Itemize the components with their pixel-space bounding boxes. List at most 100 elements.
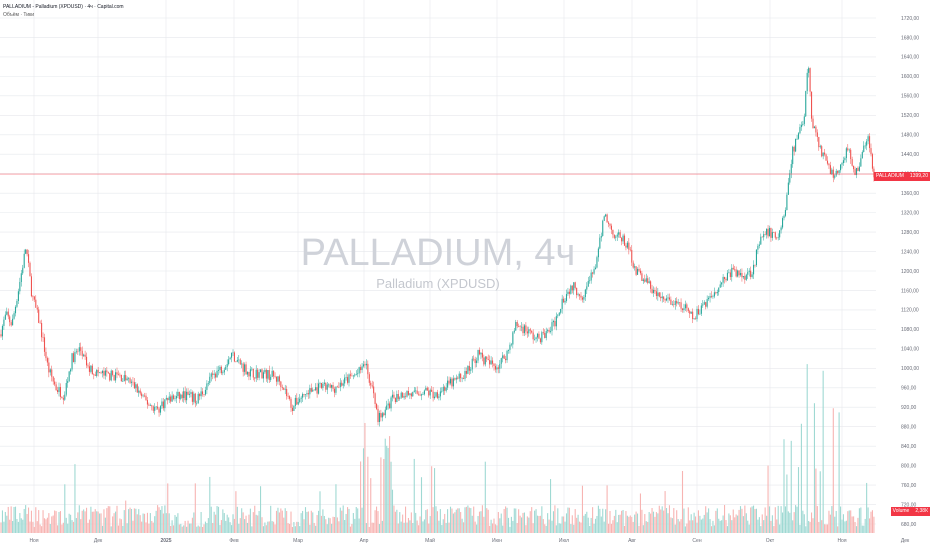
candle-body	[555, 316, 557, 327]
volume-bar	[729, 515, 731, 533]
candle-body	[655, 291, 657, 296]
candle-body	[413, 390, 415, 392]
volume-bar	[465, 506, 467, 533]
volume-bar	[584, 513, 586, 533]
volume-bar	[190, 523, 192, 533]
candle-body	[828, 163, 830, 166]
volume-bar	[275, 510, 278, 533]
volume-bar	[609, 510, 611, 533]
volume-bar	[435, 506, 437, 533]
volume-bar	[721, 520, 723, 533]
volume-bar	[368, 526, 370, 533]
candle-body	[226, 364, 228, 367]
candle-body	[275, 376, 278, 382]
candle-body	[426, 387, 428, 391]
volume-bar	[570, 524, 572, 533]
volume-bar	[661, 506, 663, 533]
volume-bar	[203, 524, 205, 533]
candle-body	[867, 136, 869, 142]
volume-bar	[291, 526, 293, 533]
candle-body	[648, 281, 650, 283]
candle-body	[88, 366, 90, 372]
candle-body	[661, 296, 663, 299]
volume-bar	[409, 520, 411, 533]
candle-body	[265, 369, 267, 379]
candle-body	[135, 384, 137, 389]
candle-body	[690, 311, 692, 314]
candle-body	[320, 382, 322, 388]
y-axis-panel[interactable]	[876, 0, 932, 550]
candle-body	[496, 367, 498, 370]
volume-bar	[0, 522, 2, 533]
candle-body	[258, 372, 260, 378]
candle-body	[764, 234, 766, 235]
candle-body	[871, 154, 873, 169]
volume-bar	[681, 470, 684, 533]
volume-bar	[613, 515, 615, 533]
candle-body	[170, 396, 172, 402]
candle-body	[494, 365, 496, 370]
candle-body	[52, 376, 54, 382]
x-tick-label: Ноя	[29, 538, 38, 544]
candle-body	[581, 297, 583, 300]
volume-bar	[757, 519, 759, 533]
candle-body	[148, 404, 150, 406]
volume-bar	[59, 511, 61, 533]
volume-bar	[710, 526, 713, 533]
candle-body	[528, 329, 530, 334]
volume-bar	[399, 512, 401, 533]
volume-bar	[397, 523, 399, 533]
volume-bar	[564, 521, 566, 533]
candle-body	[103, 370, 105, 376]
candle-body	[403, 396, 405, 398]
candle-body	[64, 394, 66, 400]
candle-body	[287, 396, 289, 397]
candle-body	[539, 338, 541, 343]
volume-bar	[180, 523, 182, 533]
candle-body	[451, 378, 453, 387]
volume-bar	[242, 512, 244, 533]
volume-bar	[487, 509, 489, 533]
candle-body	[565, 294, 568, 301]
candle-body	[139, 390, 141, 394]
volume-bar	[296, 521, 298, 533]
candle-body	[626, 242, 628, 248]
candle-body	[345, 377, 347, 378]
volume-bar	[284, 508, 286, 533]
candle-body	[152, 406, 154, 411]
volume-bar	[39, 524, 41, 533]
candle-body	[432, 391, 434, 399]
volume-bar	[832, 408, 834, 533]
candle-body	[348, 374, 350, 383]
volume-bar	[13, 507, 15, 533]
volume-bar	[480, 511, 482, 533]
candle-body	[519, 326, 521, 327]
candle-body	[365, 363, 367, 366]
volume-bar	[386, 445, 388, 533]
volume-bar	[840, 506, 842, 533]
candle-body	[811, 91, 813, 119]
x-axis-panel[interactable]	[0, 533, 932, 550]
candle-body	[580, 295, 582, 298]
candle-body	[870, 148, 872, 155]
volume-bar	[326, 524, 328, 533]
volume-bar	[413, 458, 415, 533]
y-tick-label: 880,00	[901, 424, 917, 430]
volume-bar	[9, 519, 11, 533]
volume-bar	[332, 516, 334, 533]
candle-body	[439, 391, 441, 397]
volume-bar	[735, 514, 737, 533]
candle-body	[650, 281, 652, 289]
candle-body	[873, 168, 875, 178]
candle-body	[770, 227, 772, 238]
candle-body	[357, 373, 359, 375]
candle-body	[774, 232, 776, 238]
volume-bar	[724, 505, 726, 533]
candle-body	[339, 382, 341, 388]
volume-bar	[708, 508, 710, 533]
volume-bar	[416, 520, 418, 533]
candle-body	[260, 369, 262, 373]
candle-body	[55, 384, 57, 391]
volume-bar	[344, 519, 346, 533]
